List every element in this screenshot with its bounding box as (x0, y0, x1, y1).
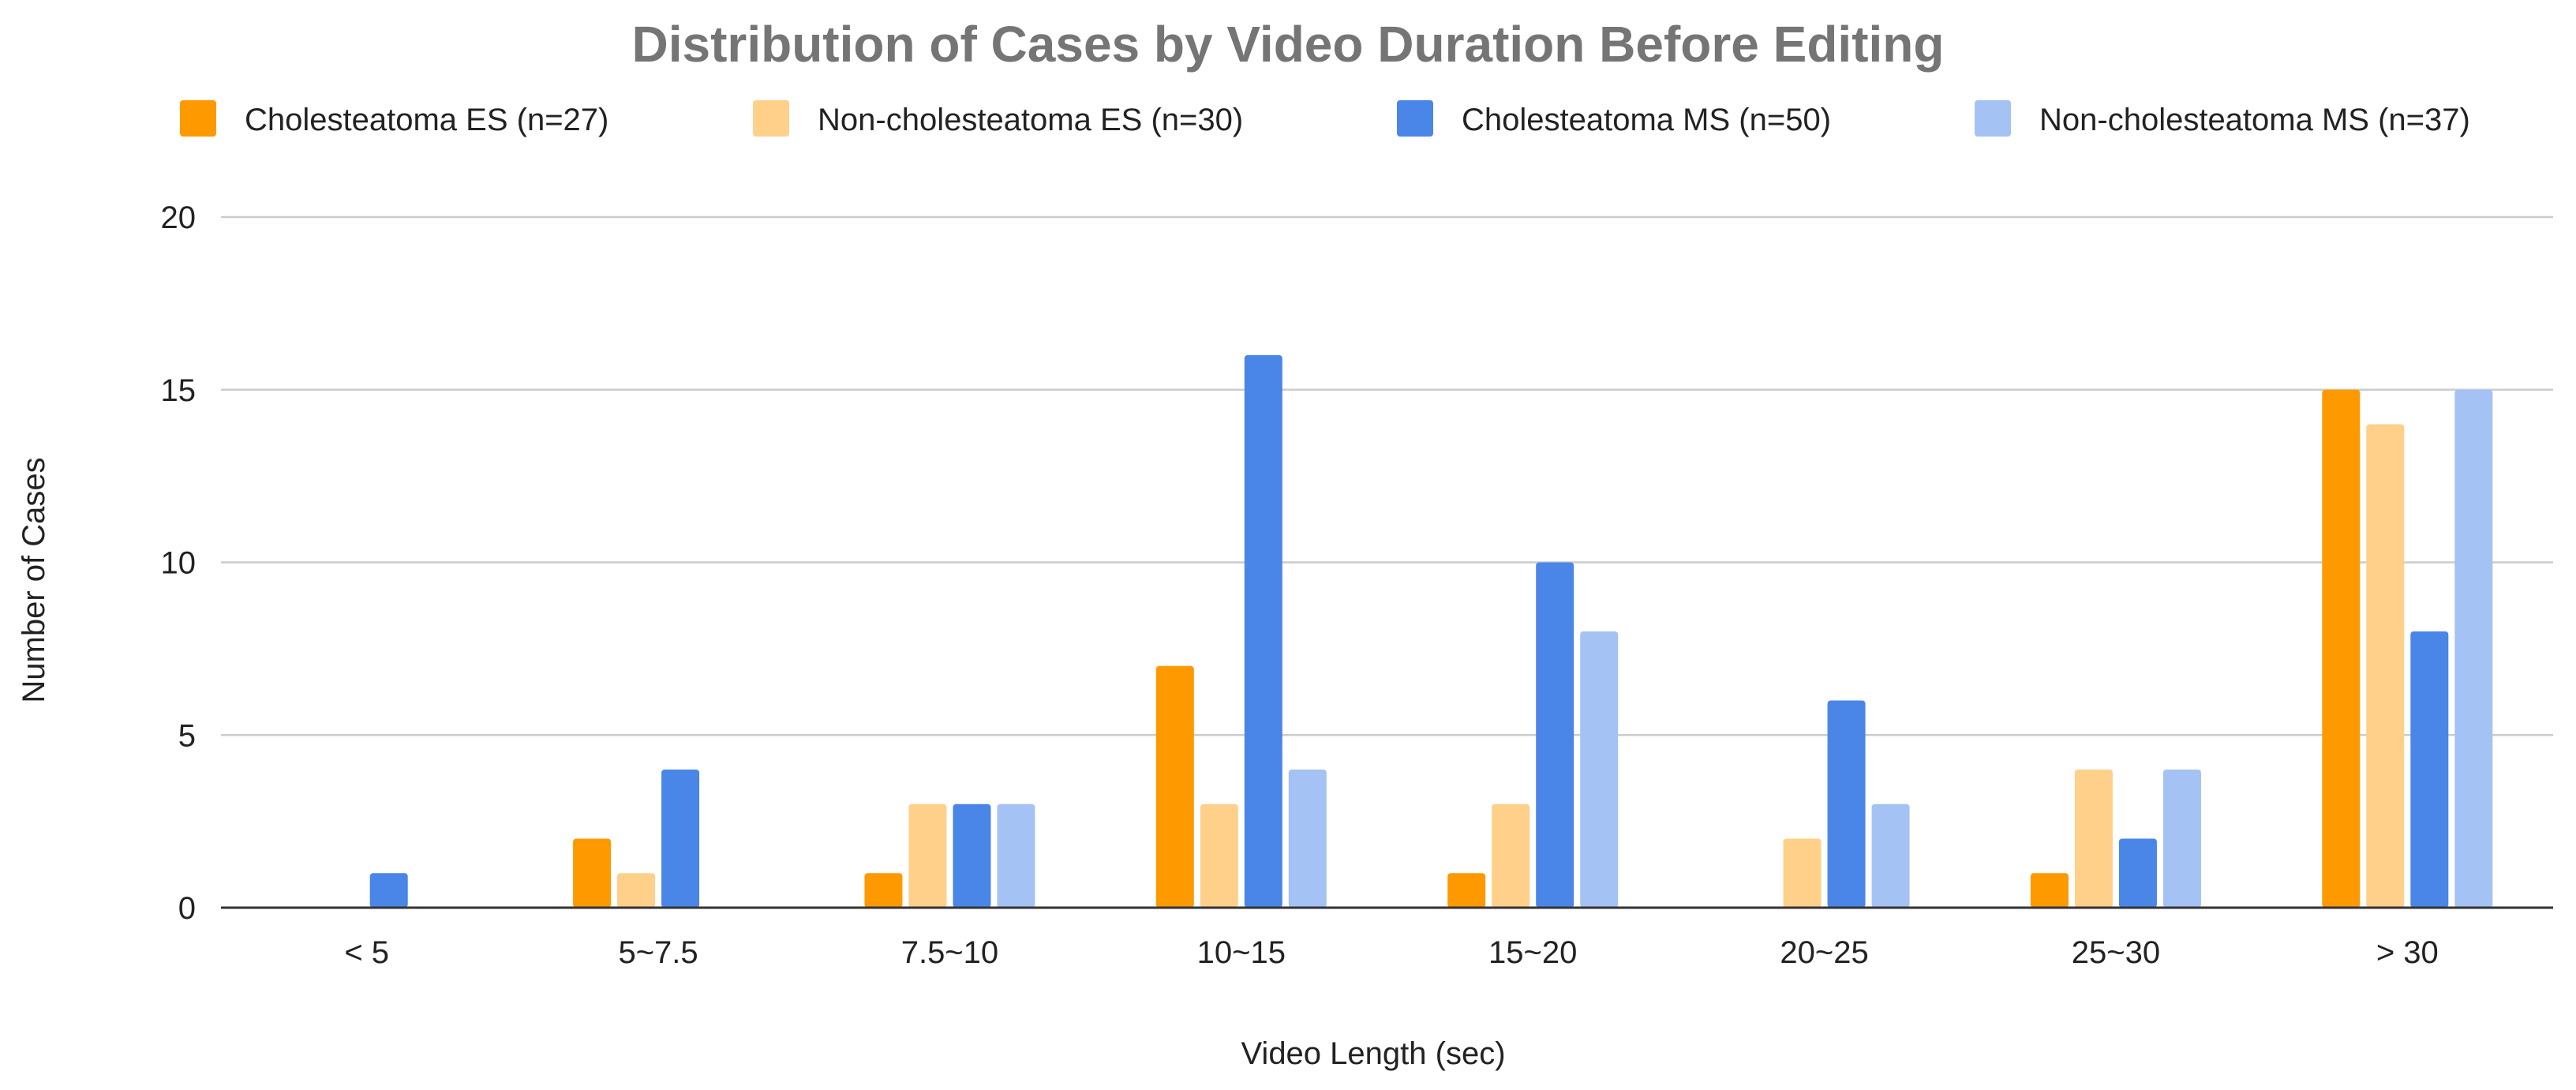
bar (2162, 770, 2201, 908)
x-tick-label: 15~20 (1488, 935, 1577, 970)
legend-swatch (180, 100, 216, 137)
x-tick-label: 20~25 (1780, 935, 1868, 970)
y-tick-label: 0 (178, 891, 196, 926)
x-tick-label: 25~30 (2072, 935, 2160, 970)
bar (2366, 424, 2405, 908)
bar (1871, 803, 1910, 908)
x-tick-label: 10~15 (1197, 935, 1286, 970)
x-axis-ticks: < 5 5~7.5 7.5~10 10~15 15~20 20~25 25~30 > 30 (344, 935, 2438, 970)
legend-label: Cholesteatoma MS (n=50) (1462, 103, 1831, 137)
bar (1200, 803, 1238, 908)
bar (1492, 803, 1530, 908)
legend-swatch (1397, 100, 1433, 137)
x-tick-label: > 30 (2376, 935, 2439, 970)
legend-swatch (753, 100, 789, 137)
x-axis-title: Video Length (sec) (1241, 1036, 1505, 1071)
bar (1827, 700, 1866, 908)
legend-label: Non-cholesteatoma ES (n=30) (818, 103, 1243, 137)
bar (2074, 770, 2113, 908)
x-tick-label: 7.5~10 (901, 935, 998, 970)
y-tick-label: 10 (161, 546, 197, 581)
chart-title: Distribution of Cases by Video Duration … (632, 16, 1945, 73)
bar (617, 873, 656, 908)
legend-swatch (1975, 100, 2011, 137)
bar (1244, 355, 1282, 908)
legend-label: Non-cholesteatoma MS (n=37) (2039, 103, 2470, 137)
legend: Cholesteatoma ES (n=27) Non-cholesteatoma… (180, 100, 2470, 137)
bar (1447, 873, 1486, 908)
gridlines (221, 215, 2553, 736)
bar (1783, 838, 1822, 908)
y-tick-label: 15 (161, 373, 197, 408)
bar (661, 770, 700, 908)
y-axis-ticks: 0 5 10 15 20 (161, 200, 197, 926)
y-tick-label: 20 (161, 200, 197, 235)
bar (1155, 665, 1194, 908)
legend-label: Cholesteatoma ES (n=27) (245, 103, 608, 137)
bars (369, 355, 2493, 908)
bar (573, 838, 612, 908)
x-tick-label: < 5 (344, 935, 389, 970)
bar (2410, 631, 2449, 908)
x-tick-label: 5~7.5 (618, 935, 698, 970)
bar (953, 803, 991, 908)
bar (908, 803, 947, 908)
bar (2322, 389, 2361, 908)
y-tick-label: 5 (178, 718, 196, 753)
bar (1580, 631, 1619, 908)
y-axis-title: Number of Cases (17, 457, 51, 702)
bar (997, 803, 1035, 908)
bar (2118, 838, 2157, 908)
bar (864, 873, 903, 908)
bar (2030, 873, 2069, 908)
bar (1288, 770, 1327, 908)
bar (2454, 389, 2493, 908)
bar (369, 873, 408, 908)
bar (1536, 562, 1574, 908)
